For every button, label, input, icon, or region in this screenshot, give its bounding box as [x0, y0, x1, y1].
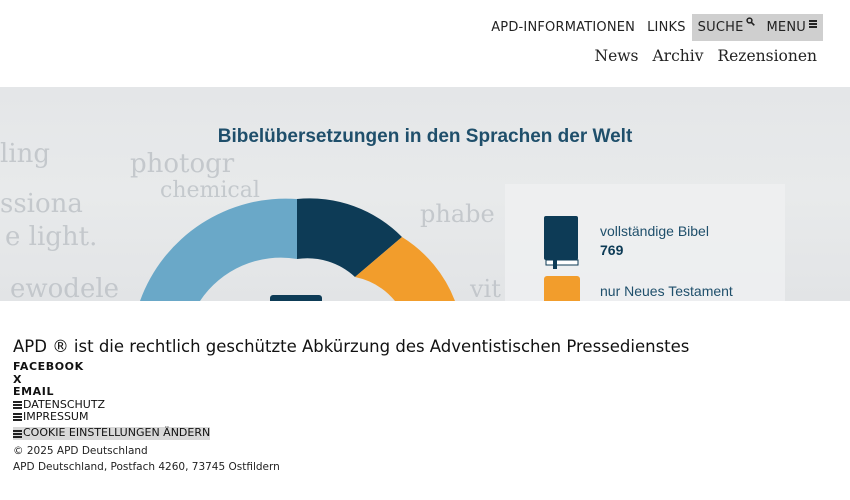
nav-label: SUCHE: [697, 20, 744, 35]
subnav-rezensionen[interactable]: Rezensionen: [717, 47, 817, 65]
address: APD Deutschland, Postfach 4260, 73745 Os…: [13, 460, 280, 473]
bg-word: ewodele: [10, 274, 119, 301]
social-links: FACEBOOK X EMAIL: [13, 360, 689, 399]
legend-label: vollständige Bibel: [600, 223, 709, 239]
infographic-title: Bibelübersetzungen in den Sprachen der W…: [218, 126, 633, 147]
menu-icon: [809, 19, 817, 29]
legal-links: DATENSCHUTZ IMPRESSUM COOKIE EINSTELLUNG…: [13, 397, 689, 443]
nav-label: MENU: [766, 20, 806, 35]
book-icon: [544, 216, 579, 269]
footer: APD ® ist die rechtlich geschützte Abkür…: [13, 337, 689, 474]
list-icon: [13, 400, 22, 410]
hero-image: photogr chemical ssiona e light. ling ew…: [0, 87, 850, 301]
infographic: photogr chemical ssiona e light. ling ew…: [0, 126, 785, 301]
book-icon: [544, 276, 580, 301]
menu-button[interactable]: MENU: [760, 14, 823, 41]
bg-word: ling: [0, 139, 50, 169]
facebook-link[interactable]: FACEBOOK: [13, 360, 84, 373]
cookie-settings-link[interactable]: COOKIE EINSTELLUNGEN ÄNDERN: [13, 426, 211, 440]
bg-word: vit: [469, 275, 501, 301]
datenschutz-link[interactable]: DATENSCHUTZ: [13, 397, 689, 412]
copyright: © 2025 APD Deutschland: [13, 444, 148, 457]
subnav-archiv[interactable]: Archiv: [652, 47, 704, 65]
bg-word: ssiona: [0, 189, 83, 219]
subnav-news[interactable]: News: [594, 47, 639, 65]
link-label: COOKIE EINSTELLUNGEN ÄNDERN: [23, 426, 211, 440]
nav-label: LINKS: [647, 20, 686, 35]
list-icon: [13, 429, 22, 439]
footer-tagline: APD ® ist die rechtlich geschützte Abkür…: [13, 337, 690, 356]
top-navigation: APD-INFORMATIONEN LINKS SUCHE MENU: [485, 14, 823, 41]
link-label: IMPRESSUM: [23, 410, 89, 423]
search-button[interactable]: SUCHE: [691, 14, 761, 41]
bg-word: photogr: [130, 149, 235, 179]
search-icon: [745, 10, 755, 37]
bg-word: chemical: [160, 178, 260, 203]
nav-links[interactable]: LINKS: [641, 14, 692, 41]
bg-word: e light.: [5, 222, 97, 252]
x-link[interactable]: X: [13, 372, 23, 386]
bg-word: phabe: [420, 200, 495, 228]
link-label: DATENSCHUTZ: [23, 397, 106, 411]
sub-navigation: News Archiv Rezensionen: [595, 47, 818, 65]
nav-apd-informationen[interactable]: APD-INFORMATIONEN: [485, 14, 641, 41]
nav-label: APD-INFORMATIONEN: [491, 20, 636, 35]
legend-value: 769: [600, 242, 624, 258]
email-link[interactable]: EMAIL: [13, 385, 55, 398]
list-icon: [13, 412, 22, 422]
legend-label: nur Neues Testament: [600, 283, 733, 299]
impressum-link[interactable]: IMPRESSUM: [13, 410, 689, 424]
